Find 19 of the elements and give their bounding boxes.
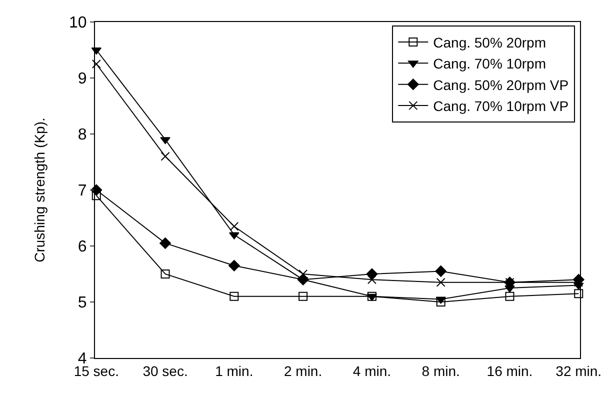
legend-label: Cang. 70% 10rpm VP: [433, 98, 569, 114]
y-tick-label: 5: [78, 294, 87, 312]
legend-label: Cang. 50% 20rpm VP: [433, 76, 569, 93]
x-tick-label: 32 min.: [556, 362, 602, 379]
x-tick-label: 8 min.: [422, 362, 460, 379]
y-axis-title: Crushing strength (Kp).: [32, 118, 48, 262]
y-tick-label: 8: [78, 126, 87, 144]
legend-label: Cang. 50% 20rpm: [433, 34, 546, 50]
x-tick-label: 15 sec.: [74, 362, 119, 379]
legend-label: Cang. 70% 10rpm: [433, 56, 546, 72]
x-tick-label: 1 min.: [215, 362, 254, 379]
y-tick-label: 9: [78, 70, 87, 88]
y-tick-label: 6: [78, 238, 87, 256]
y-tick-label: 10: [69, 14, 87, 32]
y-tick-label: 7: [78, 182, 87, 200]
x-tick-label: 16 min.: [486, 362, 533, 379]
x-tick-label: 2 min.: [284, 362, 322, 379]
x-tick-label: 30 sec.: [142, 362, 188, 379]
x-tick-label: 4 min.: [352, 362, 392, 379]
